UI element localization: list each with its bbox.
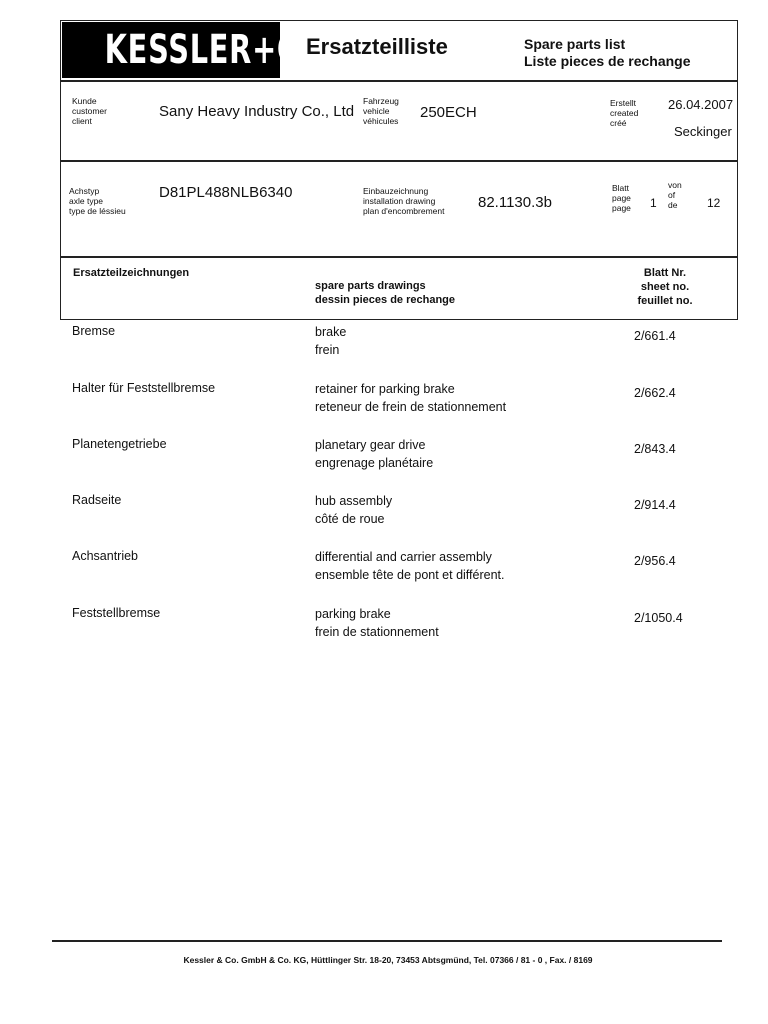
part-name-fr: engrenage planétaire <box>315 456 434 470</box>
divider <box>60 256 738 258</box>
footer-divider <box>52 940 722 942</box>
part-name-en: parking brake <box>315 607 391 621</box>
vehicle-labels: Fahrzeug vehicle véhicules <box>363 96 399 126</box>
footer-address: Kessler & Co. GmbH & Co. KG, Hüttlinger … <box>183 955 593 965</box>
created-by: Seckinger <box>674 124 732 139</box>
divider <box>60 80 738 82</box>
page-number: 1 <box>650 196 657 210</box>
vehicle-value: 250ECH <box>420 104 477 121</box>
kessler-logo: KESSLER+CO <box>62 22 323 78</box>
part-name-en: planetary gear drive <box>315 438 426 452</box>
part-name-fr: côté de roue <box>315 512 385 526</box>
sheet-number: 2/662.4 <box>634 386 676 400</box>
divider <box>60 160 738 162</box>
part-name-fr: frein <box>315 343 340 357</box>
customer-value: Sany Heavy Industry Co., Ltd <box>159 103 355 120</box>
of-labels: von of de <box>668 180 682 210</box>
header-frame <box>60 20 738 320</box>
drawing-value: 82.1130.3b <box>478 194 552 211</box>
axle-labels: Achstyp axle type type de léssieu <box>69 186 126 216</box>
part-name-en: hub assembly <box>315 494 393 508</box>
created-labels: Erstellt created créé <box>610 98 639 128</box>
total-pages: 12 <box>707 196 721 210</box>
part-name-fr: frein de stationnement <box>315 625 439 639</box>
subtitle: Spare parts list Liste pieces de rechange <box>524 36 691 69</box>
part-name-de: Halter für Feststellbremse <box>72 381 216 395</box>
sheet-number: 2/914.4 <box>634 498 676 512</box>
part-name-en: brake <box>315 325 347 339</box>
sheet-number: 2/956.4 <box>634 554 676 568</box>
customer-labels: Kunde customer client <box>72 96 107 126</box>
part-name-en: differential and carrier assembly <box>315 550 492 564</box>
created-date: 26.04.2007 <box>668 97 734 112</box>
part-name-de: Achsantrieb <box>72 549 139 563</box>
page-labels: Blatt page page <box>612 183 631 213</box>
part-name-fr: ensemble tête de pont et différent. <box>315 568 505 582</box>
sheet-number: 2/661.4 <box>634 329 676 343</box>
document-title: Ersatzteilliste <box>306 34 448 59</box>
column-header-en-fr: spare parts drawings dessin pieces de rec… <box>315 280 456 306</box>
part-name-en: retainer for parking brake <box>315 382 455 396</box>
sheet-number: 2/843.4 <box>634 442 676 456</box>
part-name-de: Feststellbremse <box>72 606 161 620</box>
part-name-de: Radseite <box>72 493 122 507</box>
part-name-de: Bremse <box>72 324 116 338</box>
drawing-labels: Einbauzeichnung installation drawing plan … <box>363 186 445 216</box>
sheet-number: 2/1050.4 <box>634 611 683 625</box>
column-header-sheet: Blatt Nr. sheet no. feuillet no. <box>637 267 693 307</box>
axle-type-value: D81PL488NLB6340 <box>159 184 293 201</box>
column-header-de: Ersatzteilzeichnungen <box>73 267 190 279</box>
part-name-de: Planetengetriebe <box>72 437 167 451</box>
part-name-fr: reteneur de frein de stationnement <box>315 400 507 414</box>
